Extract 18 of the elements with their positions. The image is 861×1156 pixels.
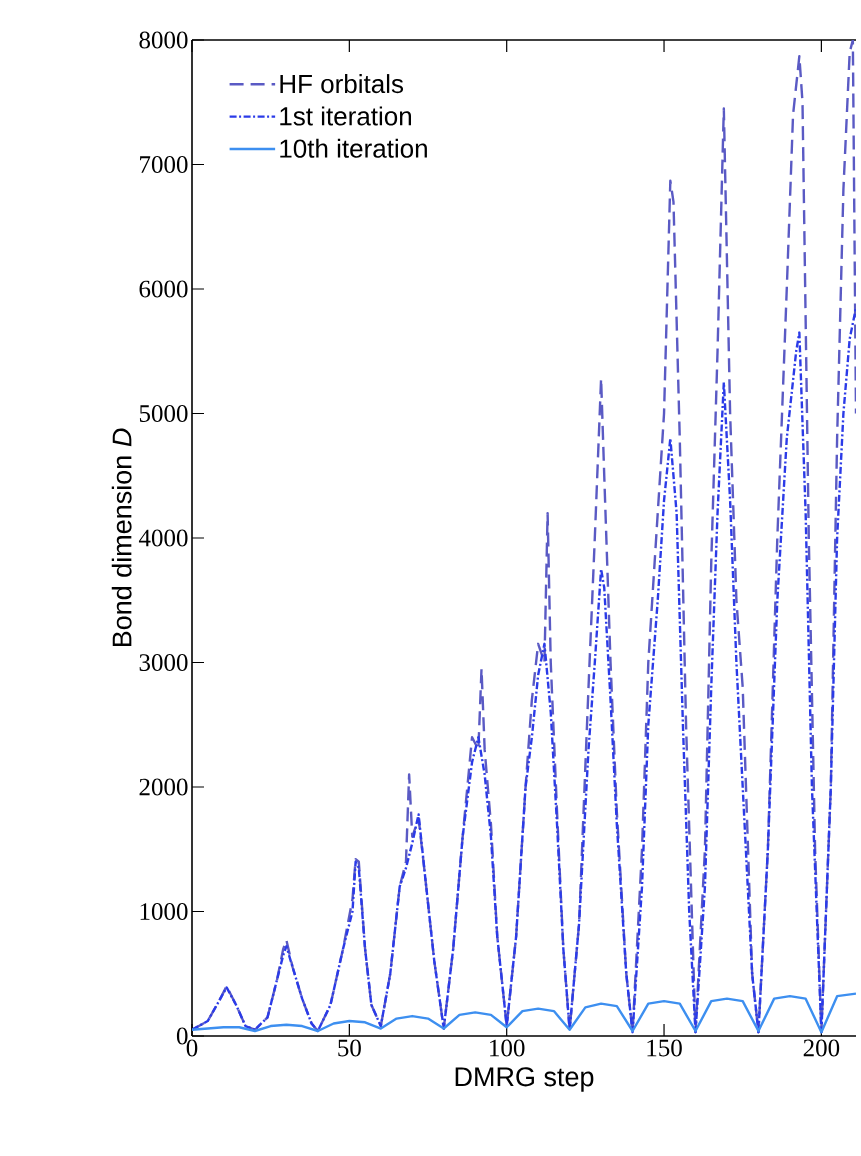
y-tick-label: 7000 — [140, 156, 188, 173]
y-tick-label: 4000 — [138, 529, 188, 547]
x-tick-label: 100 — [490, 1039, 525, 1057]
y-tick-label: 3000 — [139, 654, 188, 671]
legend-label: 1st iteration — [280, 106, 411, 126]
x-axis-title: DMRG step — [455, 1067, 594, 1092]
y-axis-title: Bond dimension D — [111, 428, 132, 647]
legend-label: HF orbitals — [280, 74, 404, 94]
legend-label: 10th iteration — [280, 138, 427, 158]
x-tick-label: 150 — [647, 1039, 682, 1057]
y-tick-label: 1000 — [140, 903, 188, 920]
y-tick-label: 2000 — [139, 778, 188, 796]
x-tick-label: 200 — [803, 1039, 840, 1057]
y-tick-label: 8000 — [139, 31, 188, 49]
y-tick-label: 0 — [176, 1027, 188, 1045]
y-tick-label: 6000 — [139, 280, 188, 298]
x-tick-label: 50 — [338, 1039, 361, 1057]
y-tick-label: 5000 — [139, 405, 188, 422]
